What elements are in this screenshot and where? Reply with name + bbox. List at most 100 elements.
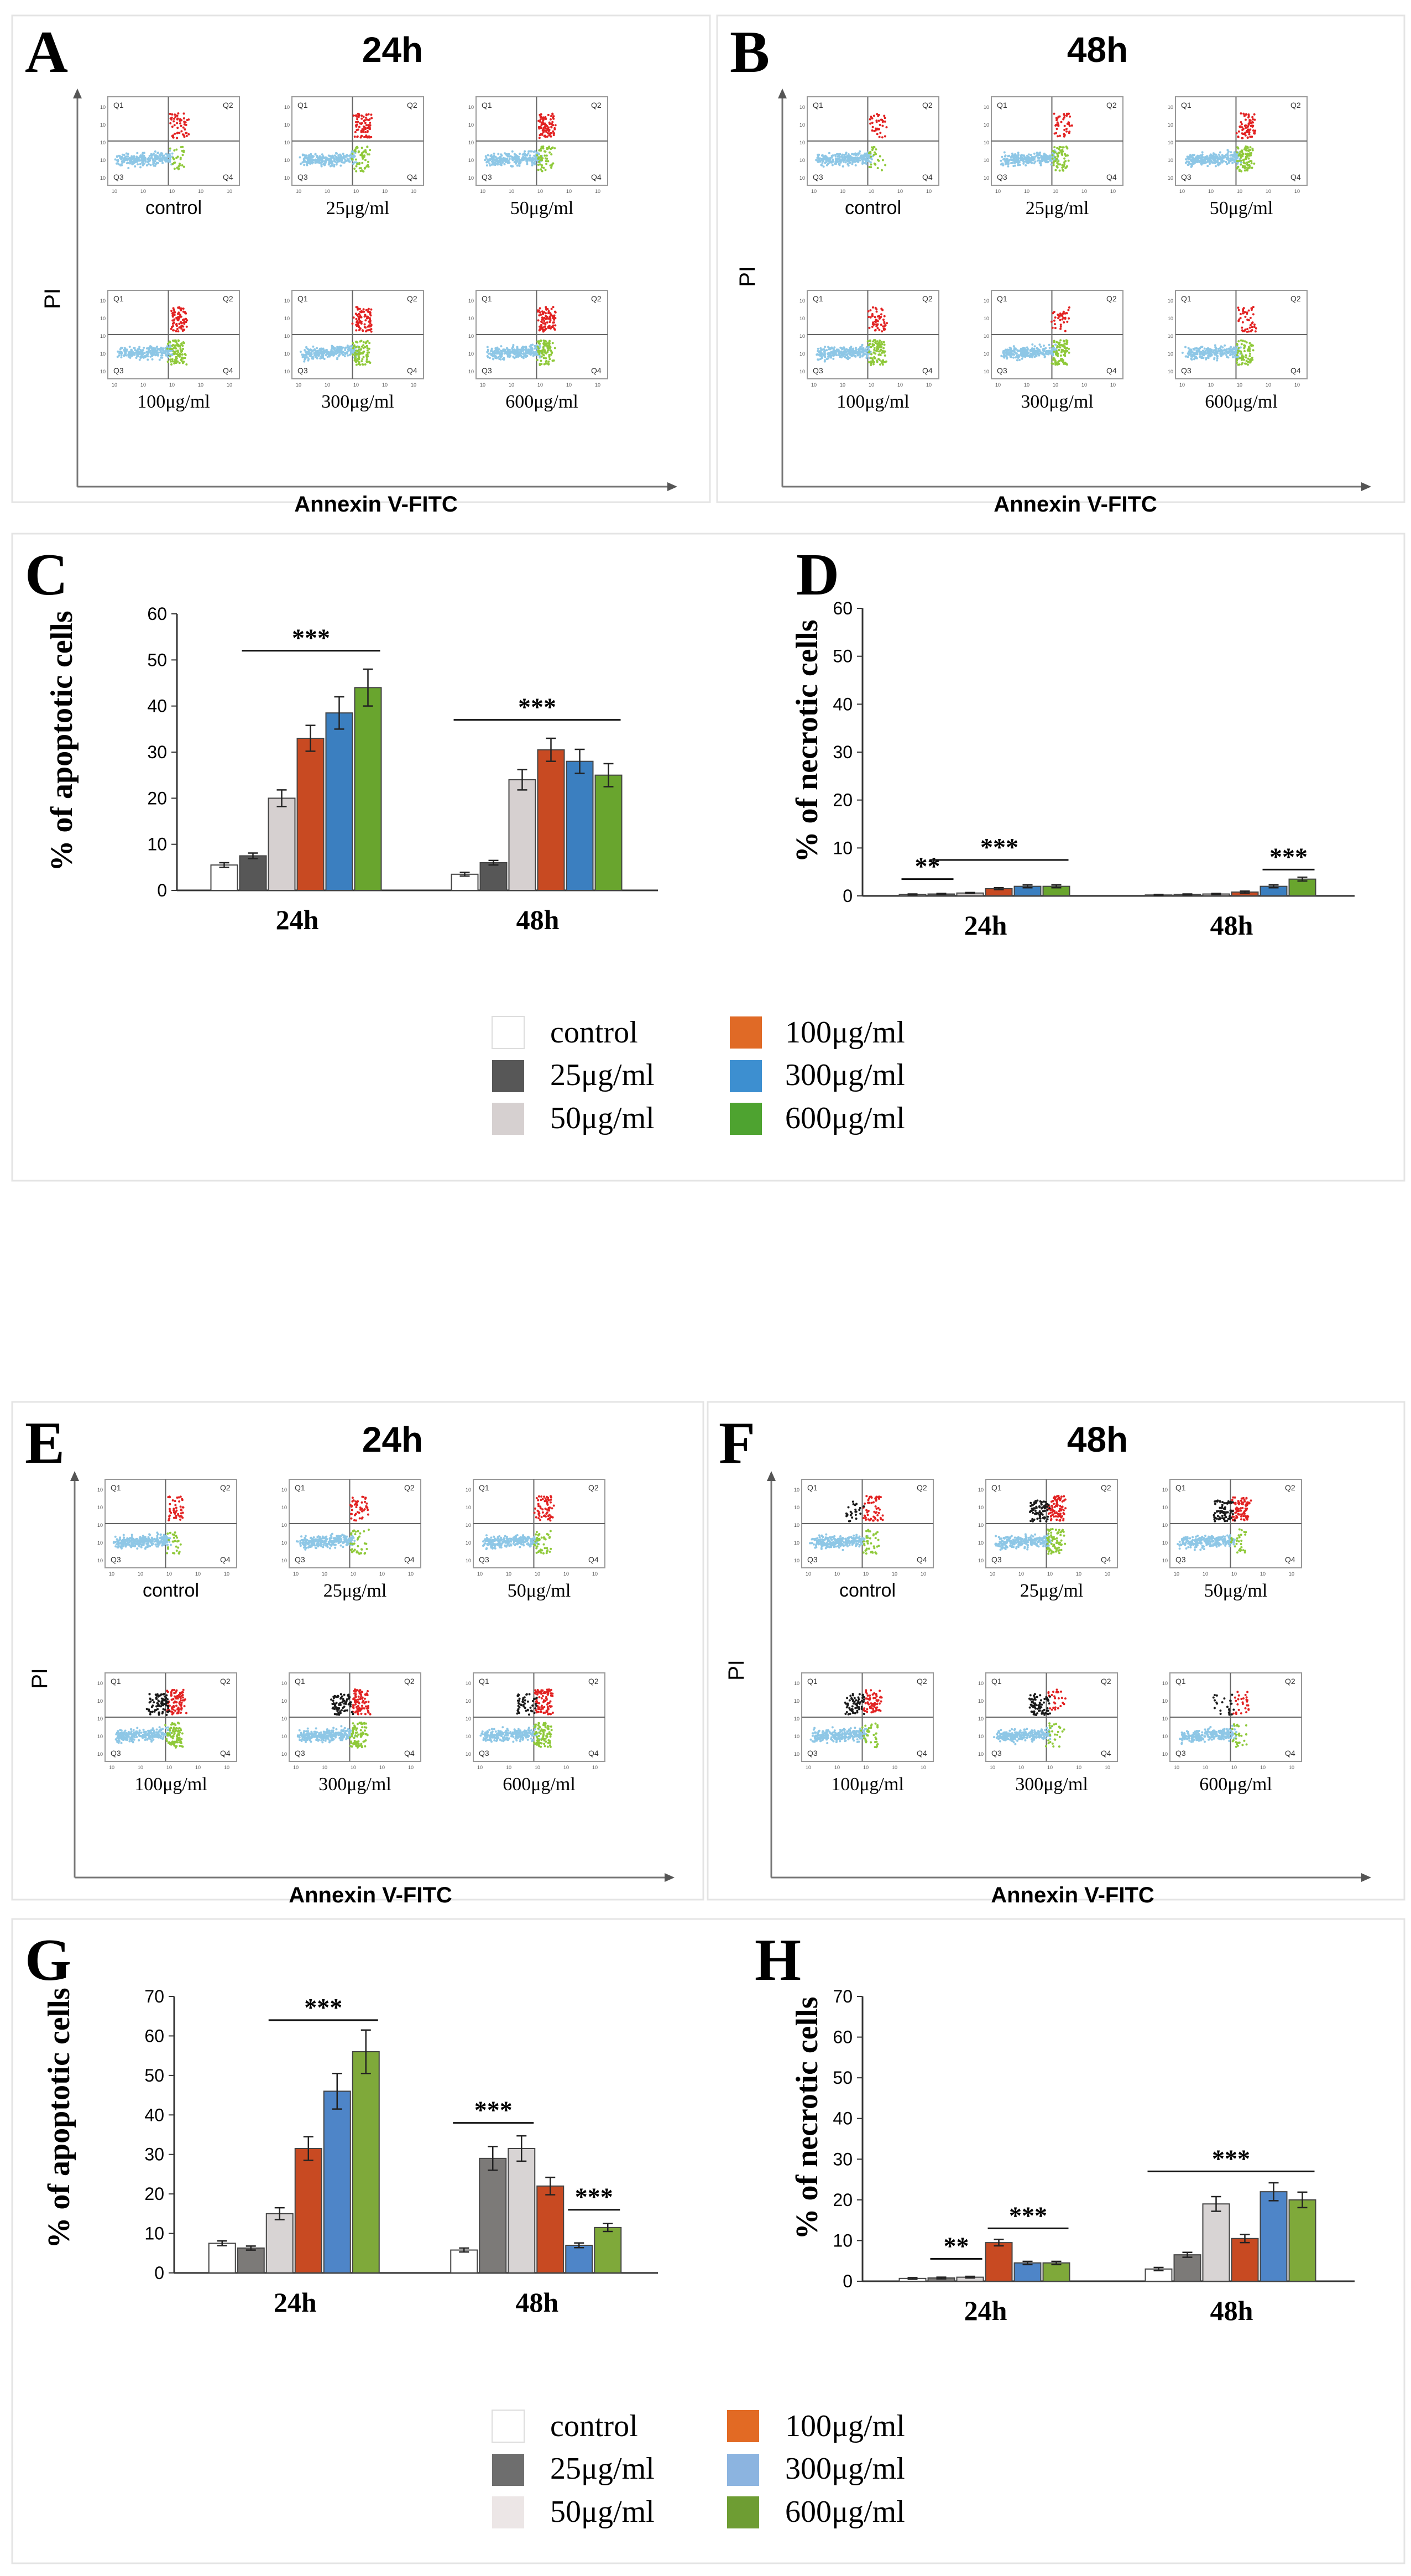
scatter-point: [148, 157, 150, 159]
scatter-point: [884, 354, 886, 357]
flow-tick: 10: [468, 298, 474, 304]
scatter-point: [364, 159, 367, 161]
scatter-point: [1243, 148, 1246, 150]
scatter-point: [1037, 157, 1039, 159]
scatter-point: [544, 351, 546, 353]
scatter-point: [1251, 166, 1253, 169]
scatter-point: [1191, 163, 1193, 165]
scatter-point: [130, 353, 132, 355]
flow-tick: 10: [1168, 298, 1173, 304]
scatter-point: [825, 160, 828, 163]
scatter-point: [541, 166, 543, 169]
scatter-point: [370, 117, 373, 119]
scatter-point: [881, 341, 883, 343]
flow-tick: 10: [1110, 189, 1116, 194]
scatter-point: [874, 164, 876, 166]
scatter-point: [1048, 351, 1050, 353]
scatter-point: [320, 156, 322, 158]
scatter-point: [870, 163, 872, 165]
scatter-point: [172, 316, 174, 318]
scatter-point: [119, 155, 121, 157]
flow-tick: 10: [284, 158, 290, 163]
scatter-point: [171, 319, 174, 321]
quadrant-label: Q1: [113, 101, 124, 109]
quadrant-label: Q1: [1181, 101, 1191, 109]
scatter-point: [363, 308, 365, 310]
scatter-point: [823, 158, 825, 160]
scatter-point: [304, 357, 306, 359]
scatter-point: [157, 162, 159, 164]
scatter-point: [178, 354, 180, 356]
scatter-point: [169, 148, 171, 150]
scatter-point: [1010, 350, 1012, 352]
scatter-point: [884, 343, 886, 346]
scatter-point: [527, 153, 529, 155]
scatter-point: [880, 313, 882, 315]
scatter-point: [877, 128, 879, 131]
scatter-point: [541, 133, 543, 135]
scatter-point: [818, 154, 820, 156]
scatter-point: [136, 152, 138, 154]
scatter-point: [366, 145, 368, 148]
flow-tick: 10: [984, 105, 989, 110]
scatter-point: [1051, 321, 1053, 323]
scatter-point: [1205, 155, 1208, 158]
scatter-point: [300, 163, 302, 165]
scatter-point: [818, 350, 821, 352]
scatter-point: [176, 132, 179, 134]
scatter-point: [1068, 306, 1070, 309]
flow-tick: 10: [100, 175, 106, 181]
scatter-point: [1028, 352, 1030, 354]
scatter-point: [1010, 156, 1012, 158]
scatter-point: [184, 128, 186, 131]
scatter-point: [358, 162, 360, 164]
scatter-point: [863, 354, 865, 356]
scatter-point: [1067, 309, 1069, 311]
scatter-point: [339, 165, 342, 167]
scatter-point: [369, 326, 371, 328]
scatter-point: [155, 154, 157, 157]
scatter-point: [347, 351, 349, 353]
scatter-point: [530, 348, 532, 351]
scatter-point: [149, 346, 151, 348]
flow-tick: 10: [112, 382, 117, 388]
scatter-point: [1065, 340, 1068, 342]
scatter-point: [497, 163, 499, 165]
scatter-point: [1248, 342, 1251, 344]
flow-tick: 10: [799, 140, 805, 145]
scatter-point: [366, 347, 368, 349]
scatter-point: [175, 350, 177, 352]
scatter-point: [182, 311, 185, 313]
scatter-point: [347, 348, 349, 351]
scatter-point: [875, 308, 877, 310]
scatter-point: [548, 310, 550, 312]
scatter-point: [854, 354, 856, 357]
scatter-point: [878, 315, 880, 317]
scatter-point: [499, 161, 501, 164]
scatter-point: [360, 118, 363, 120]
scatter-point: [1049, 347, 1051, 349]
scatter-point: [1064, 363, 1067, 365]
scatter-point: [1220, 160, 1222, 162]
scatter-point: [864, 162, 866, 164]
flow-ylabel: PI: [40, 288, 65, 309]
scatter-point: [1068, 352, 1070, 354]
quadrant-label: Q2: [1290, 294, 1301, 303]
scatter-point: [540, 324, 542, 326]
scatter-point: [174, 311, 176, 314]
scatter-point: [854, 152, 856, 154]
scatter-point: [177, 340, 180, 342]
scatter-point: [138, 346, 140, 348]
scatter-point: [180, 351, 182, 353]
scatter-point: [542, 346, 545, 348]
scatter-point: [874, 330, 876, 332]
scatter-point: [544, 363, 546, 366]
panel-a: A 24h PI Annexin V-FITC 1010101010101010…: [12, 15, 710, 517]
scatter-point: [1225, 154, 1227, 156]
scatter-point: [180, 158, 182, 160]
scatter-point: [1046, 353, 1048, 355]
scatter-point: [183, 322, 185, 325]
scatter-point: [879, 132, 881, 134]
scatter-point: [1247, 147, 1249, 149]
scatter-point: [497, 157, 499, 159]
